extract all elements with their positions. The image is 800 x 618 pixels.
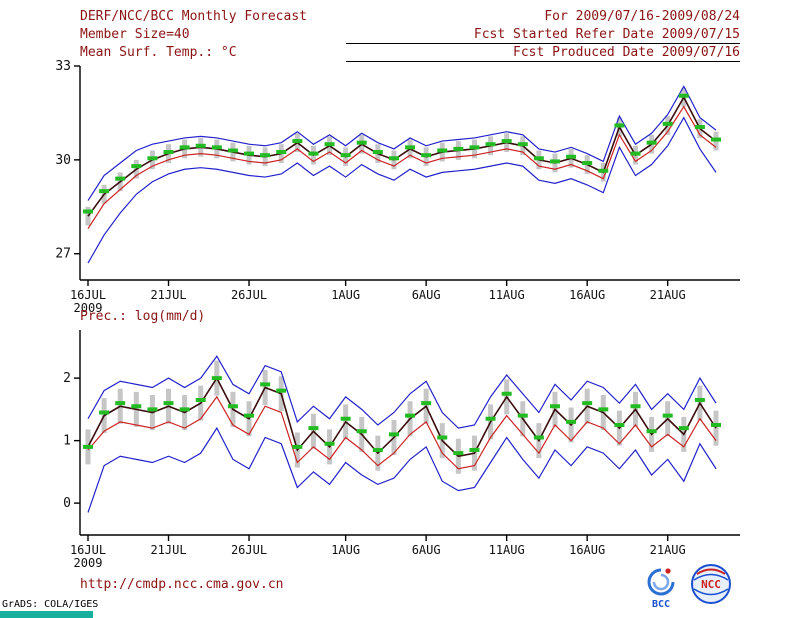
member-size-label: Member Size=40 <box>80 27 190 42</box>
website-url[interactable]: http://cmdp.ncc.cma.gov.cn <box>80 577 284 592</box>
x-tick-label: 16JUL <box>70 288 106 302</box>
ncc-red-swoosh <box>696 568 726 575</box>
y-tick-label: 1 <box>63 434 71 449</box>
ncc-logo: NCC <box>691 564 731 604</box>
precip-chart: 0 1 2 16JUL 21JUL 26JUL 1AUG 6AUG 11AUG 16AUG 21AU… <box>63 330 740 570</box>
x-tick-label: 21JUL <box>150 288 186 302</box>
x-tick-label: 6AUG <box>412 543 441 557</box>
bcc-swirl-inner <box>652 573 670 591</box>
x-tick-label: 26JUL <box>231 288 267 302</box>
ncc-arc-top <box>693 573 729 581</box>
ensemble_max-line <box>87 85 717 201</box>
header-divider-2 <box>346 61 740 62</box>
x-year-label: 2009 <box>74 301 103 315</box>
x-year-label: 2009 <box>74 556 103 570</box>
precip-chart-title: Prec.: log(mm/d) <box>80 309 206 324</box>
x-tick-label: 1AUG <box>331 543 360 557</box>
y-tick-label: 33 <box>55 59 71 74</box>
y-tick-label: 30 <box>55 153 71 168</box>
y-tick-label: 27 <box>55 247 71 262</box>
x-tick-label: 21JUL <box>150 543 186 557</box>
ensemble_min-line <box>87 116 717 264</box>
ensemble_mean-line <box>87 376 717 458</box>
x-tick-label: 21AUG <box>650 543 686 557</box>
report-title: DERF/NCC/BCC Monthly Forecast <box>80 9 307 24</box>
forecast-range: For 2009/07/16-2009/08/24 <box>544 9 740 24</box>
bcc-swirl-outer <box>647 568 675 596</box>
ncc-arc-bottom <box>693 588 729 596</box>
y-tick-label: 2 <box>63 371 71 386</box>
x-tick-label: 16AUG <box>569 288 605 302</box>
produced-date-label: Fcst Produced Date 2009/07/16 <box>513 45 740 60</box>
ensemble_mean-line <box>87 95 717 217</box>
x-tick-label: 26JUL <box>231 543 267 557</box>
x-tick-label: 11AUG <box>489 288 525 302</box>
temperature-chart: 27 30 33 16JUL 21JUL 26JUL 1AUG 6AUG 11AUG 16AUG 2… <box>55 59 740 315</box>
ensemble_min-line <box>87 426 717 513</box>
x-tick-label: 11AUG <box>489 543 525 557</box>
bcc-logo: BCC <box>647 568 675 610</box>
grads-credit: GrADS: COLA/IGES <box>2 599 99 610</box>
x-tick-label: 1AUG <box>331 288 360 302</box>
header-divider-1 <box>346 43 740 44</box>
bcc-logo-text: BCC <box>652 599 670 610</box>
x-tick-label: 6AUG <box>412 288 441 302</box>
temp-chart-title: Mean Surf. Temp.: °C <box>80 45 237 60</box>
x-tick-label: 16AUG <box>569 543 605 557</box>
control_run-line <box>87 105 717 230</box>
ncc-logo-text: NCC <box>701 578 721 591</box>
x-tick-label: 16JUL <box>70 543 106 557</box>
refer-date-label: Fcst Started Refer Date 2009/07/15 <box>473 27 740 42</box>
ensemble_max-line <box>87 355 717 429</box>
bcc-red-dot <box>665 568 671 574</box>
y-tick-label: 0 <box>63 496 71 511</box>
x-tick-label: 21AUG <box>650 288 686 302</box>
control_run-line <box>87 395 717 470</box>
grads-color-bar <box>0 611 93 618</box>
